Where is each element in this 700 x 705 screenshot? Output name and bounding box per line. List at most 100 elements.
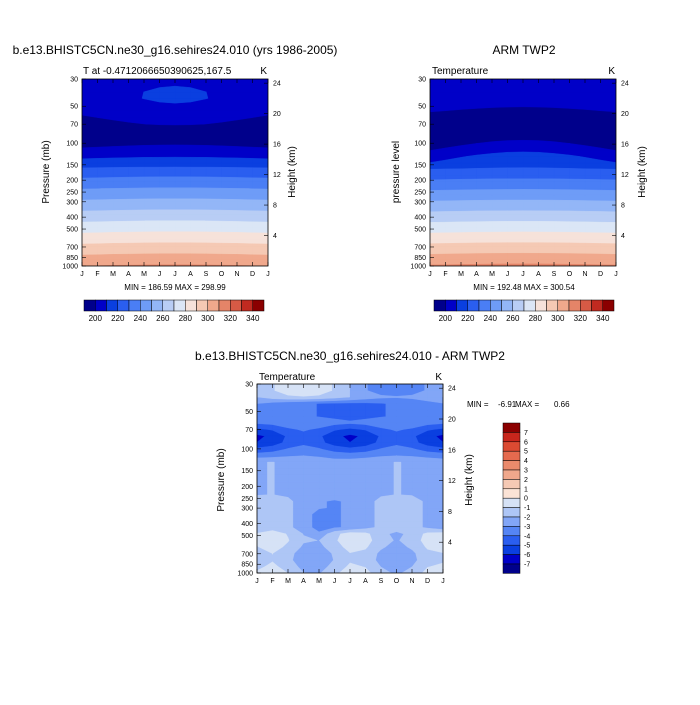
panel-obs-title: ARM TWP2: [492, 43, 555, 57]
colorbar-obs-swatch-3: [467, 299, 480, 312]
diff-xtick-label-1: F: [270, 578, 274, 585]
colorbar-model-label-7: 340: [246, 314, 260, 323]
diff-ytick-label-10: 700: [241, 551, 253, 558]
obs-ytick-label-7: 300: [414, 199, 426, 206]
diff-xtick-label-8: S: [379, 578, 384, 585]
model-xtick-label-3: A: [126, 271, 131, 278]
panel-model: b.e13.BHISTC5CN.ne30_g16.sehires24.010 (…: [13, 43, 338, 323]
diff-xtick-label-2: M: [285, 578, 291, 585]
stats-diff: MIN = -6.91 MAX = 0.66: [467, 400, 570, 409]
obs-y2tick-label-1: 8: [621, 203, 625, 210]
colorbar-diff-swatch-10: [502, 516, 521, 527]
panel-diff: b.e13.BHISTC5CN.ne30_g16.sehires24.010 -…: [195, 349, 570, 585]
panel-model-units: K: [260, 66, 267, 77]
obs-ytick-label-11: 850: [414, 255, 426, 262]
model-ytick-label-8: 400: [66, 215, 78, 222]
obs-ytick-label-8: 400: [414, 215, 426, 222]
model-xtick-label-9: O: [219, 271, 225, 278]
obs-y2tick-label-3: 16: [621, 142, 629, 149]
diff-xtick-label-3: A: [301, 578, 306, 585]
panel-model-title: b.e13.BHISTC5CN.ne30_g16.sehires24.010 (…: [13, 43, 338, 57]
colorbar-diff-label-0: 7: [524, 430, 528, 437]
diff-xtick-label-5: J: [333, 578, 337, 585]
obs-ytick-label-10: 700: [414, 244, 426, 251]
obs-xtick-label-2: M: [458, 271, 464, 278]
model-xtick-label-4: M: [141, 271, 147, 278]
obs-y2tick-label-0: 4: [621, 233, 625, 240]
colorbar-model-swatch-6: [151, 299, 163, 312]
colorbar-obs-swatch-1: [445, 299, 457, 312]
colorbar-diff-label-5: 2: [524, 477, 528, 484]
panel-obs-left-label: Temperature: [432, 66, 489, 77]
y2-axis-label-obs: Height (km): [637, 146, 648, 198]
diff-ytick-label-3: 100: [241, 446, 253, 453]
colorbar-obs-swatch-14: [591, 299, 603, 312]
stats-obs: MIN = 192.48 MAX = 300.54: [473, 283, 575, 292]
colorbar-obs-swatch-12: [568, 299, 581, 312]
diff-xtick-label-4: M: [316, 578, 322, 585]
model-ytick-label-9: 500: [66, 227, 78, 234]
panel-diff-units: K: [435, 372, 442, 383]
colorbar-obs-swatch-15: [602, 299, 615, 312]
diff-ytick-label-6: 250: [241, 496, 253, 503]
colorbar-obs-label-0: 200: [439, 314, 453, 323]
colorbar-obs: 200 220 240 260 280 300 320 340: [433, 299, 615, 323]
diff-ytick-label-1: 50: [245, 409, 253, 416]
colorbar-model-swatch-7: [162, 299, 175, 312]
model-xtick-label-5: J: [158, 271, 162, 278]
colorbar-obs-swatch-9: [535, 299, 547, 312]
colorbar-diff-swatch-11: [502, 526, 521, 537]
diff-xtick-label-10: N: [409, 578, 414, 585]
obs-xtick-label-3: A: [474, 271, 479, 278]
model-xtick-label-0: J: [80, 271, 84, 278]
colorbar-model-swatch-14: [241, 299, 253, 312]
obs-ytick-label-0: 30: [418, 77, 426, 84]
colorbar-diff-swatch-6: [502, 479, 521, 490]
obs-ytick-label-5: 200: [414, 178, 426, 185]
colorbar-obs-label-1: 220: [461, 314, 475, 323]
obs-y2tick-label-4: 20: [621, 111, 629, 118]
model-ytick-label-3: 100: [66, 141, 78, 148]
colorbar-model-swatch-0: [83, 299, 96, 312]
obs-ytick-label-6: 250: [414, 190, 426, 197]
obs-xtick-label-5: J: [506, 271, 510, 278]
diff-y2tick-label-0: 4: [448, 540, 452, 547]
contour-diff-band-7: [257, 384, 443, 573]
colorbar-model-label-5: 300: [201, 314, 215, 323]
obs-ytick-label-1: 50: [418, 104, 426, 111]
colorbar-diff-label-13: -6: [524, 552, 530, 559]
colorbar-diff-swatch-13: [502, 544, 521, 555]
diff-ytick-label-8: 400: [241, 521, 253, 528]
stats-diff-min-label: MIN =: [467, 400, 489, 409]
obs-ytick-label-2: 70: [418, 122, 426, 129]
diff-xtick-label-6: J: [348, 578, 352, 585]
colorbar-diff-label-9: -2: [524, 515, 530, 522]
y-axis-label-diff: Pressure (mb): [216, 448, 227, 511]
diff-xtick-label-9: O: [394, 578, 400, 585]
model-ytick-label-2: 70: [70, 122, 78, 129]
colorbar-model-label-0: 200: [89, 314, 103, 323]
colorbar-diff-label-8: -1: [524, 505, 530, 512]
ticks-model: J F M A M J J A S O N D J 30 50 70 100 150 200 250 300 400 500…: [62, 77, 280, 279]
colorbar-diff-swatch-8: [502, 497, 521, 508]
colorbar-diff-swatch-7: [502, 488, 521, 499]
diff-ytick-label-5: 200: [241, 484, 253, 491]
diff-ytick-label-9: 500: [241, 533, 253, 540]
obs-xtick-label-4: M: [489, 271, 495, 278]
colorbar-diff-swatch-12: [502, 535, 521, 546]
obs-xtick-label-6: J: [521, 271, 525, 278]
model-y2tick-label-1: 8: [273, 203, 277, 210]
model-xtick-label-7: A: [188, 271, 193, 278]
colorbar-model-label-6: 320: [224, 314, 238, 323]
obs-xtick-label-0: J: [428, 271, 432, 278]
model-ytick-label-6: 250: [66, 190, 78, 197]
colorbar-diff-swatch-2: [502, 441, 521, 452]
y-axis-label-obs: pressure level: [391, 141, 402, 203]
colorbar-model-swatch-8: [173, 299, 186, 312]
diff-y2tick-label-5: 24: [448, 386, 456, 393]
stats-diff-max-value: 0.66: [554, 400, 570, 409]
colorbar-diff-swatch-15: [502, 563, 521, 574]
colorbar-diff: 7 6 5 4 3 2 1 0 -1 -2 -3 -4 -5 -6 -7: [502, 422, 530, 574]
model-xtick-label-10: N: [234, 271, 239, 278]
colorbar-model-swatch-9: [185, 299, 197, 312]
